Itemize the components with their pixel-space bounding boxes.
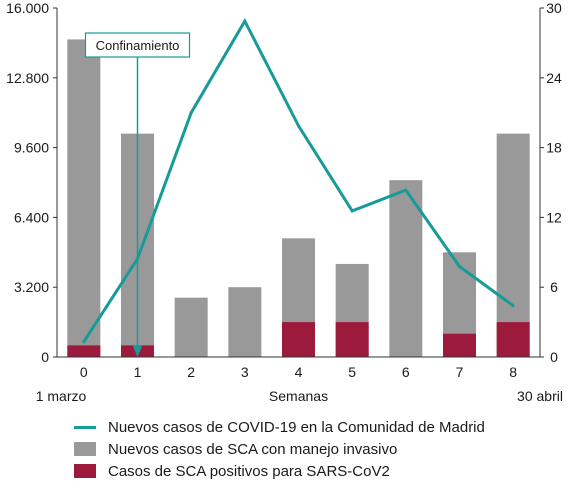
left-tick-label-4: 12.800: [6, 70, 49, 86]
x-tick-label-3: 3: [241, 364, 249, 380]
x-tick-label-0: 0: [80, 364, 88, 380]
point-covid-4: [297, 124, 300, 128]
legend-swatch-sca: [74, 442, 96, 456]
point-covid-8: [511, 304, 515, 308]
annotation-arrow-head: [132, 345, 143, 357]
right-tick-label-0: 0: [550, 349, 558, 365]
annotation-box: [84, 32, 191, 58]
legend-label-sars: Casos de SCA positivos para SARS-CoV2: [108, 462, 390, 480]
left-tick-label-1: 3.200: [14, 279, 49, 295]
bar-sca-3: [228, 287, 262, 357]
left-tick-label-5: 16.000: [6, 0, 49, 16]
bar-sars-7: [443, 333, 476, 357]
bar-sars-4: [282, 322, 315, 357]
right-tick-label-1: 6: [550, 279, 558, 295]
bar-sars-8: [496, 322, 530, 357]
left-tick-label-2: 6.400: [14, 209, 49, 225]
x-tick-label-7: 7: [456, 364, 464, 380]
x-end-label: 30 abril: [517, 388, 563, 404]
x-start-label: 1 marzo: [36, 388, 87, 404]
x-tick-label-5: 5: [348, 364, 356, 380]
left-tick-label-3: 9.600: [14, 140, 49, 156]
legend-item-sca: Nuevos casos de SCA con manejo invasivo: [74, 438, 485, 460]
legend-label-covid: Nuevos casos de COVID-19 en la Comunidad…: [108, 418, 485, 436]
bar-sca-2: [174, 297, 208, 357]
left-tick-label-0: 0: [41, 349, 49, 365]
point-covid-2: [189, 111, 193, 115]
bar-sars-0: [67, 345, 101, 357]
legend-swatch-covid: [74, 425, 96, 429]
right-tick-label-3: 18: [546, 140, 562, 156]
point-covid-3: [243, 19, 247, 23]
x-axis-title: Semanas: [269, 388, 328, 404]
bar-sca-6: [389, 180, 423, 357]
annotation-label: Confinamiento: [96, 38, 180, 53]
right-tick-label-5: 30: [546, 0, 562, 16]
bar-sca-0: [67, 39, 101, 357]
legend-swatch-sars: [74, 464, 96, 478]
legend-item-sars: Casos de SCA positivos para SARS-CoV2: [74, 460, 485, 482]
right-tick-label-2: 12: [546, 209, 562, 225]
point-covid-6: [404, 188, 408, 192]
x-tick-label-1: 1: [134, 364, 142, 380]
point-covid-7: [458, 264, 461, 268]
legend-item-covid: Nuevos casos de COVID-19 en la Comunidad…: [74, 416, 485, 438]
bar-sars-5: [335, 322, 369, 357]
right-tick-label-4: 24: [546, 70, 562, 86]
x-tick-label-8: 8: [509, 364, 517, 380]
x-tick-label-4: 4: [295, 364, 303, 380]
x-tick-label-2: 2: [187, 364, 195, 380]
legend: Nuevos casos de COVID-19 en la Comunidad…: [74, 416, 485, 482]
legend-label-sca: Nuevos casos de SCA con manejo invasivo: [108, 440, 398, 458]
point-covid-5: [350, 209, 354, 213]
point-covid-1: [136, 257, 139, 261]
bar-sca-8: [496, 133, 530, 357]
point-covid-0: [82, 340, 86, 344]
x-tick-label-6: 6: [402, 364, 410, 380]
